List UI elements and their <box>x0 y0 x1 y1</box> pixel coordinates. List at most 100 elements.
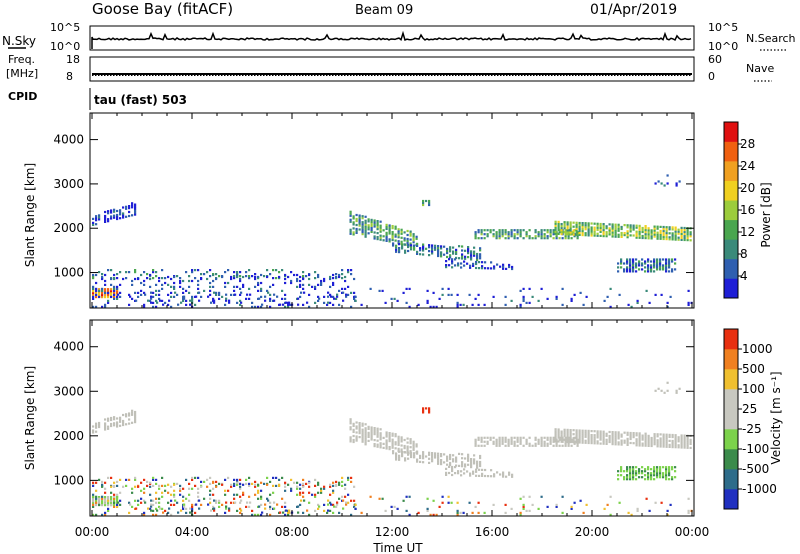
power-cell <box>376 226 379 229</box>
power-cell <box>278 275 281 279</box>
power-cell <box>320 283 323 286</box>
velocity-cell <box>116 484 119 487</box>
power-cell <box>630 305 633 308</box>
power-cell <box>653 262 656 265</box>
velocity-cell <box>605 440 608 443</box>
power-cell <box>467 248 470 251</box>
power-cell <box>540 287 543 290</box>
power-cell <box>660 182 663 185</box>
velocity-cell <box>297 511 300 514</box>
velocity-cell <box>182 495 185 498</box>
power-cell <box>629 224 632 227</box>
power-cell <box>516 229 519 232</box>
velocity-cell <box>576 442 579 445</box>
power-cell <box>470 256 473 259</box>
power-cell <box>329 285 332 288</box>
velocity-cell <box>455 464 458 467</box>
velocity-cell <box>516 440 519 443</box>
power-cell <box>656 237 659 240</box>
power-cell <box>308 293 311 296</box>
velocity-cell <box>101 500 104 503</box>
velocity-cell <box>508 471 511 474</box>
power-cell <box>474 231 477 234</box>
power-cell <box>224 303 227 306</box>
power-cell <box>257 289 260 292</box>
power-cell <box>587 234 590 237</box>
power-cell <box>194 269 197 272</box>
power-cell <box>620 258 623 261</box>
velocity-cell <box>149 481 152 484</box>
velocity-cell <box>158 484 161 487</box>
power-cell <box>335 273 338 276</box>
velocity-cell <box>364 427 367 430</box>
velocity-cell <box>95 489 98 492</box>
velocity-cell <box>560 436 563 439</box>
velocity-cell <box>209 501 212 504</box>
velocity-cell <box>155 491 158 494</box>
velocity-cell <box>349 418 352 421</box>
power-cell <box>478 261 481 264</box>
power-cell <box>397 240 400 243</box>
velocity-cell <box>254 493 257 496</box>
power-cell <box>92 305 95 308</box>
velocity-cell <box>107 425 110 428</box>
power-cell <box>587 224 590 227</box>
velocity-cell <box>650 474 653 477</box>
power-cell <box>373 225 376 228</box>
velocity-cell <box>95 500 98 503</box>
velocity-cell <box>373 443 376 446</box>
velocity-cell <box>236 509 239 512</box>
power-cell <box>308 305 311 308</box>
power-cell <box>341 277 344 280</box>
velocity-cell <box>314 484 317 487</box>
velocity-cell <box>481 468 484 471</box>
power-cell <box>155 293 158 296</box>
power-cell <box>623 262 626 265</box>
power-cell <box>224 281 227 285</box>
velocity-cell <box>632 472 635 475</box>
velocity-cell <box>671 468 674 471</box>
velocity-cell <box>587 441 590 445</box>
power-cell <box>470 252 473 255</box>
y-tick-label: 3000 <box>53 177 84 191</box>
velocity-cell <box>626 431 629 434</box>
power-cell <box>495 235 498 238</box>
power-cell <box>674 262 677 265</box>
velocity-cell <box>546 442 549 445</box>
power-cell <box>254 285 257 288</box>
power-cell <box>467 256 470 259</box>
power-cell <box>617 262 620 265</box>
freq-unit: [MHz] <box>6 67 38 80</box>
velocity-cell <box>296 493 299 496</box>
power-cell <box>626 236 629 239</box>
power-cell <box>329 277 332 281</box>
velocity-cell <box>388 436 391 439</box>
velocity-cell <box>519 436 522 439</box>
velocity-cell <box>417 511 420 514</box>
power-cell <box>385 227 388 230</box>
power-cell <box>617 235 620 238</box>
power-cell <box>104 216 107 220</box>
velocity-cell <box>534 444 537 447</box>
power-cell <box>480 231 483 234</box>
velocity-cell <box>388 438 391 441</box>
power-cell <box>666 301 669 304</box>
power-cell <box>573 293 576 296</box>
power-cell <box>584 228 587 231</box>
velocity-cell <box>470 460 473 463</box>
power-cell <box>445 264 448 267</box>
power-cell <box>398 243 401 246</box>
power-cell <box>614 233 617 236</box>
power-cell <box>388 240 391 243</box>
power-cell <box>638 264 641 267</box>
power-cell <box>441 293 444 296</box>
velocity-cell <box>665 433 668 436</box>
velocity-cell <box>185 478 188 481</box>
power-cell <box>134 207 137 210</box>
velocity-cell <box>557 434 560 437</box>
power-cell <box>479 249 482 252</box>
power-cell <box>653 266 656 269</box>
velocity-cell <box>191 503 194 506</box>
velocity-cell <box>451 469 454 473</box>
velocity-cell <box>635 434 638 437</box>
